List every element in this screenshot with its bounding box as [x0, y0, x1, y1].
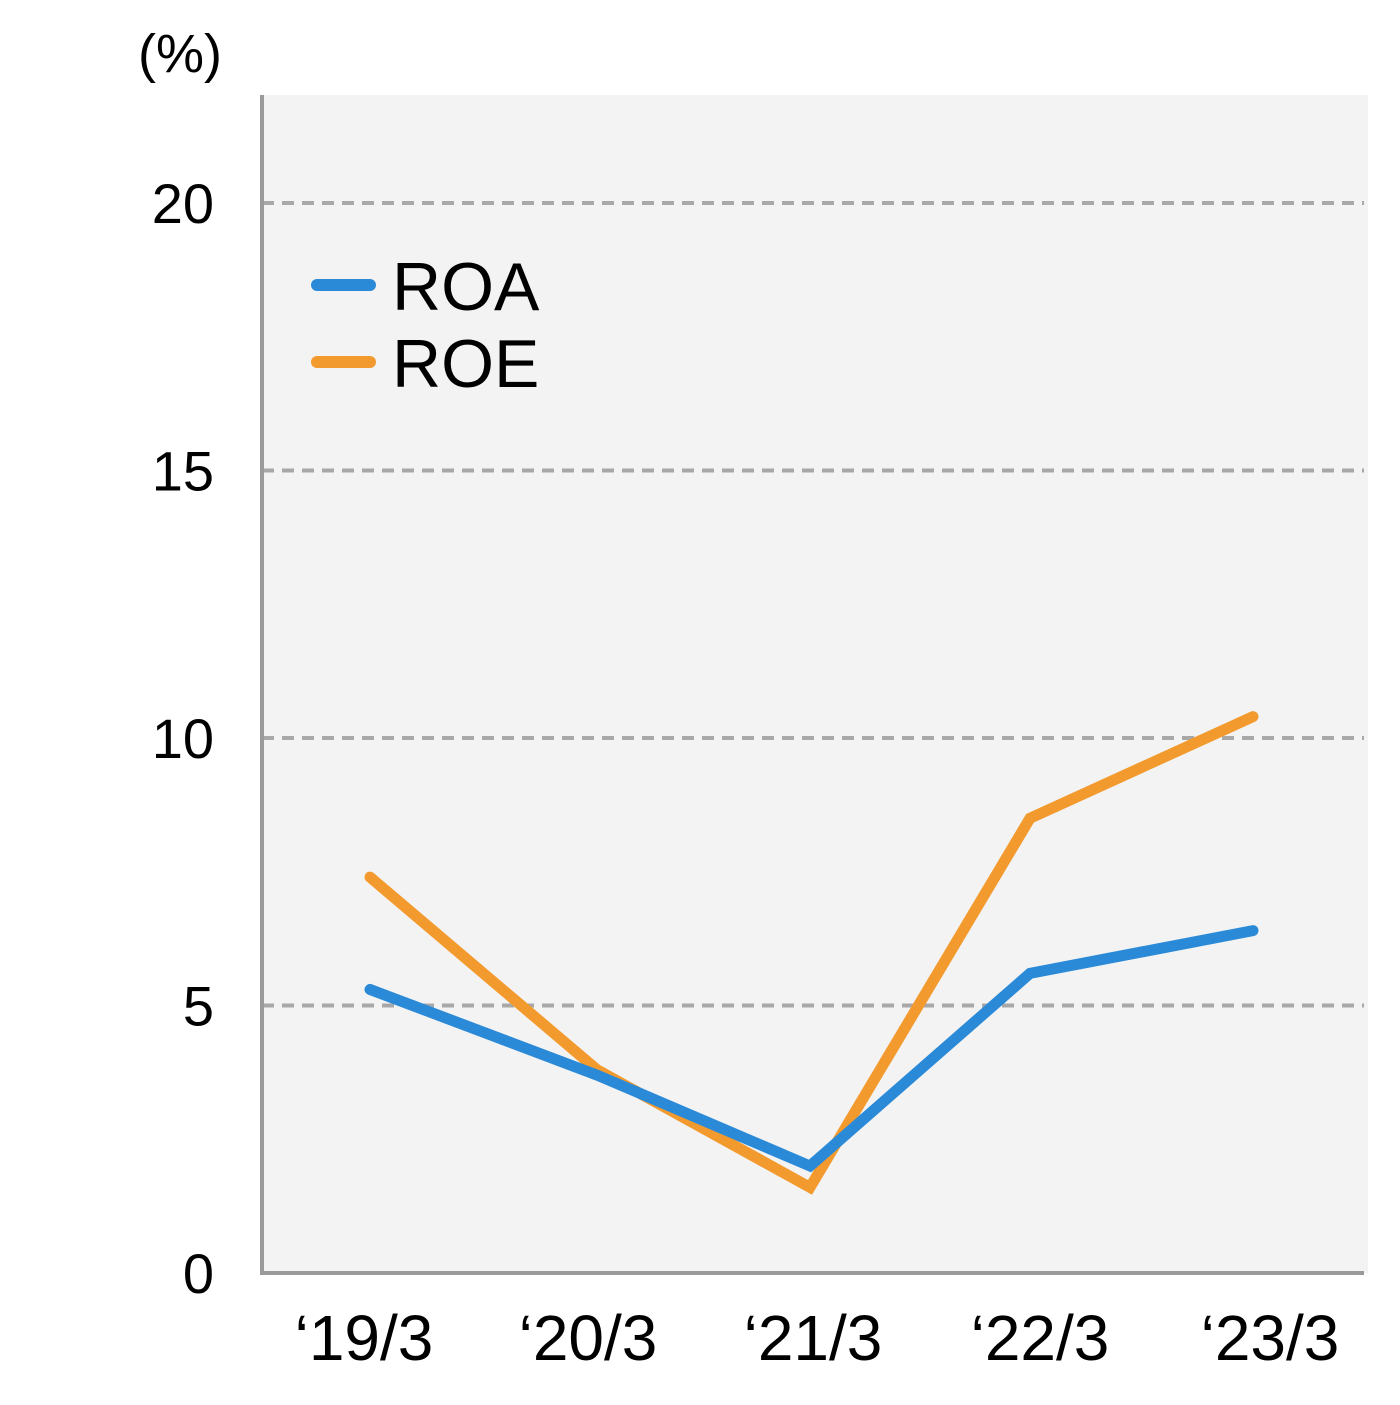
x-tick-label: ‘21/3	[744, 1302, 883, 1374]
y-tick-label: 20	[152, 172, 214, 235]
y-tick-labels: 0 5 10 15 20	[152, 172, 214, 1305]
y-tick-label: 5	[183, 975, 214, 1038]
legend-label-roa: ROA	[392, 249, 540, 325]
plot-background	[260, 95, 1368, 1273]
y-unit-label: (%)	[138, 24, 222, 84]
x-tick-label: ‘20/3	[519, 1302, 658, 1374]
x-tick-label: ‘23/3	[1201, 1302, 1340, 1374]
gridlines	[262, 201, 1364, 1008]
legend-label-roe: ROE	[392, 326, 539, 402]
x-tick-labels: ‘19/3 ‘20/3 ‘21/3 ‘22/3 ‘23/3	[295, 1302, 1340, 1374]
y-tick-label: 0	[183, 1242, 214, 1305]
x-tick-label: ‘22/3	[971, 1302, 1110, 1374]
series-lines	[364, 711, 1259, 1195]
series-line-roe	[364, 711, 1259, 1195]
y-tick-label: 10	[152, 707, 214, 770]
y-tick-label: 15	[152, 440, 214, 503]
x-tick-label: ‘19/3	[295, 1302, 434, 1374]
series-line-roa	[364, 925, 1259, 1173]
